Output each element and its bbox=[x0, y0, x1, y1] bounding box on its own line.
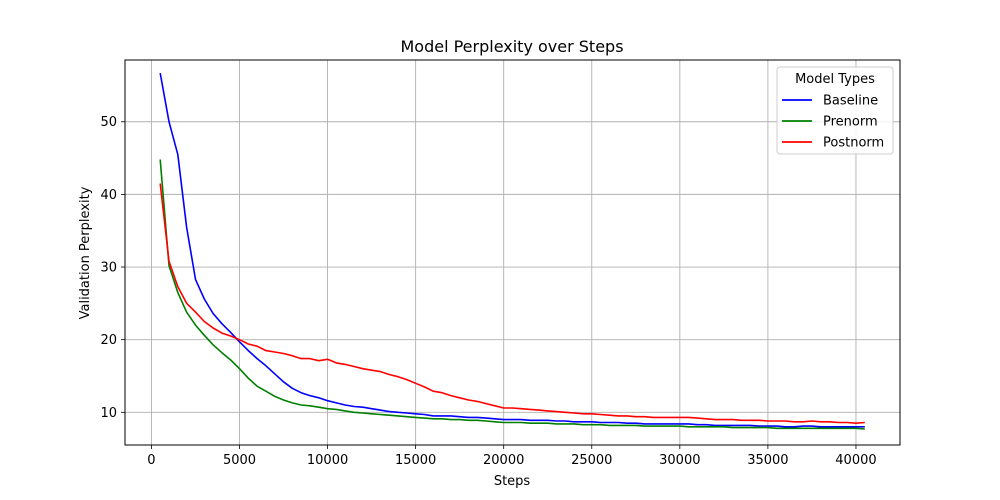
x-axis-title: Steps bbox=[494, 474, 531, 489]
y-tick-label: 30 bbox=[100, 261, 117, 276]
x-tick-label: 15000 bbox=[395, 453, 436, 468]
legend-label-baseline: Baseline bbox=[823, 94, 878, 109]
y-tick-label: 50 bbox=[100, 115, 117, 130]
series-line-prenorm bbox=[159, 159, 865, 430]
y-tick-label: 10 bbox=[100, 406, 117, 421]
x-tick-label: 10000 bbox=[307, 453, 348, 468]
plot-frame bbox=[124, 59, 901, 446]
x-tick-label: 35000 bbox=[747, 453, 788, 468]
legend-label-prenorm: Prenorm bbox=[823, 115, 878, 130]
x-tick-label: 25000 bbox=[571, 453, 612, 468]
legend-label-postnorm: Postnorm bbox=[823, 136, 884, 151]
grid bbox=[125, 60, 900, 445]
chart-title: Model Perplexity over Steps bbox=[400, 37, 623, 56]
x-tick-label: 30000 bbox=[659, 453, 700, 468]
x-tick-label: 40000 bbox=[835, 453, 876, 468]
y-tick-label: 40 bbox=[100, 188, 117, 203]
y-axis-title: Validation Perplexity bbox=[78, 186, 93, 319]
legend-title: Model Types bbox=[795, 72, 875, 87]
ticks: 0 5000 10000 15000 20000 25000 30000 35000 40000… bbox=[100, 115, 876, 468]
legend-box bbox=[776, 66, 894, 155]
series-line-postnorm bbox=[159, 183, 865, 425]
y-tick-label: 20 bbox=[100, 333, 117, 348]
series-layer bbox=[159, 72, 865, 430]
legend-entries: Baseline Prenorm Postnorm bbox=[782, 94, 884, 151]
x-tick-label: 0 bbox=[147, 453, 155, 468]
legend: Model Types Baseline Prenorm Postnorm bbox=[776, 66, 894, 155]
x-tick-label: 20000 bbox=[483, 453, 524, 468]
series-line-baseline bbox=[159, 72, 865, 428]
x-tick-label: 5000 bbox=[223, 453, 256, 468]
